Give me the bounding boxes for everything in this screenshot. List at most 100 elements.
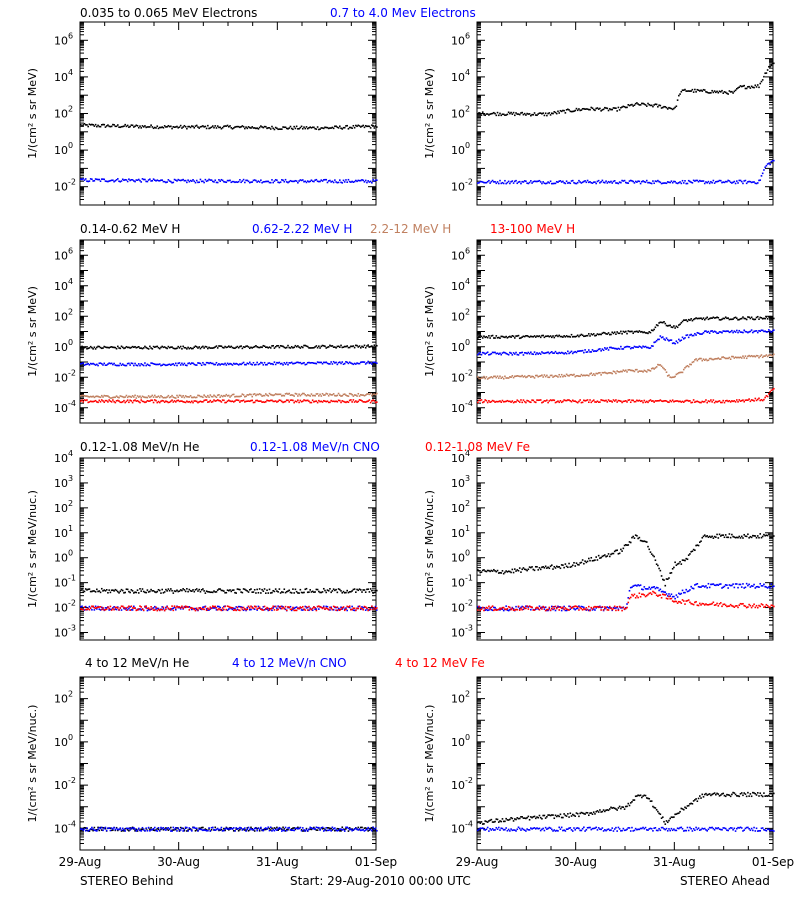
data-point [574,109,577,112]
data-point [186,400,188,403]
data-point [740,331,743,334]
data-point [654,103,657,106]
data-point [135,346,138,349]
data-point [216,364,219,366]
data-point [703,318,706,321]
data-point [367,344,369,346]
data-point [363,394,366,397]
data-point [754,84,757,87]
data-point [187,362,189,365]
data-point [235,362,237,365]
data-point [707,400,710,402]
data-point [305,587,308,590]
data-point [676,372,679,375]
data-point [485,399,488,402]
data-point [512,352,515,354]
data-point [191,125,193,127]
data-point [350,345,352,348]
data-point [170,396,172,398]
data-point [112,346,114,349]
data-point [718,400,721,402]
data-point [166,590,168,592]
data-point [230,395,233,397]
data-point [657,179,659,182]
data-point [141,363,144,366]
data-point [483,401,485,403]
data-point [747,331,749,334]
data-point [356,607,358,610]
data-point [562,564,564,566]
data-point [590,401,593,404]
data-point [342,363,345,366]
data-point [595,334,597,337]
data-point [156,179,159,181]
data-point [523,568,526,571]
data-point [84,608,87,611]
data-point [347,127,350,130]
data-point [332,400,335,403]
data-point [210,362,213,365]
data-point [564,375,567,378]
data-point [551,336,553,339]
data-point [506,113,509,116]
data-point [174,401,177,403]
y-tick-label: 10-4 [451,399,473,415]
data-point [302,127,304,130]
data-point [496,111,499,114]
data-point [602,108,605,111]
data-point [305,606,308,608]
data-point [293,607,295,610]
data-point [752,86,754,89]
data-point [715,91,717,94]
data-point [131,609,134,611]
data-point [628,330,631,333]
data-point [216,125,219,127]
data-point [505,114,507,116]
data-point [578,335,580,338]
data-point [161,399,163,402]
data-point [94,607,97,609]
data-point [684,319,686,322]
data-point [181,396,183,398]
data-point [289,394,292,396]
data-point [298,180,300,182]
data-point [695,179,697,182]
data-point [362,608,365,611]
data-point [490,352,493,355]
data-point [565,335,568,337]
data-point [133,180,135,182]
data-point [178,362,181,364]
data-point [680,339,683,342]
data-point [188,362,191,364]
data-point [140,397,143,399]
data-point [200,395,203,398]
data-point [128,126,130,129]
data-point [748,180,750,183]
data-point [648,369,651,372]
data-point [228,608,230,610]
data-point [674,342,676,345]
data-point [204,399,207,401]
data-point [541,334,543,337]
data-point [558,112,560,114]
data-point [113,362,115,365]
data-point [105,346,108,349]
data-point [740,85,743,88]
data-point [647,181,649,184]
data-point [187,125,189,128]
data-point [195,345,198,348]
data-point [221,395,224,398]
data-point [500,182,503,185]
data-point [258,181,261,183]
data-point [727,317,729,319]
data-point [149,396,151,399]
data-point [325,392,328,395]
data-point [223,347,225,349]
data-point [128,605,130,608]
data-point [96,125,98,128]
data-point [692,360,695,363]
data-point [489,353,491,356]
data-point [602,331,605,334]
data-point [283,588,286,591]
